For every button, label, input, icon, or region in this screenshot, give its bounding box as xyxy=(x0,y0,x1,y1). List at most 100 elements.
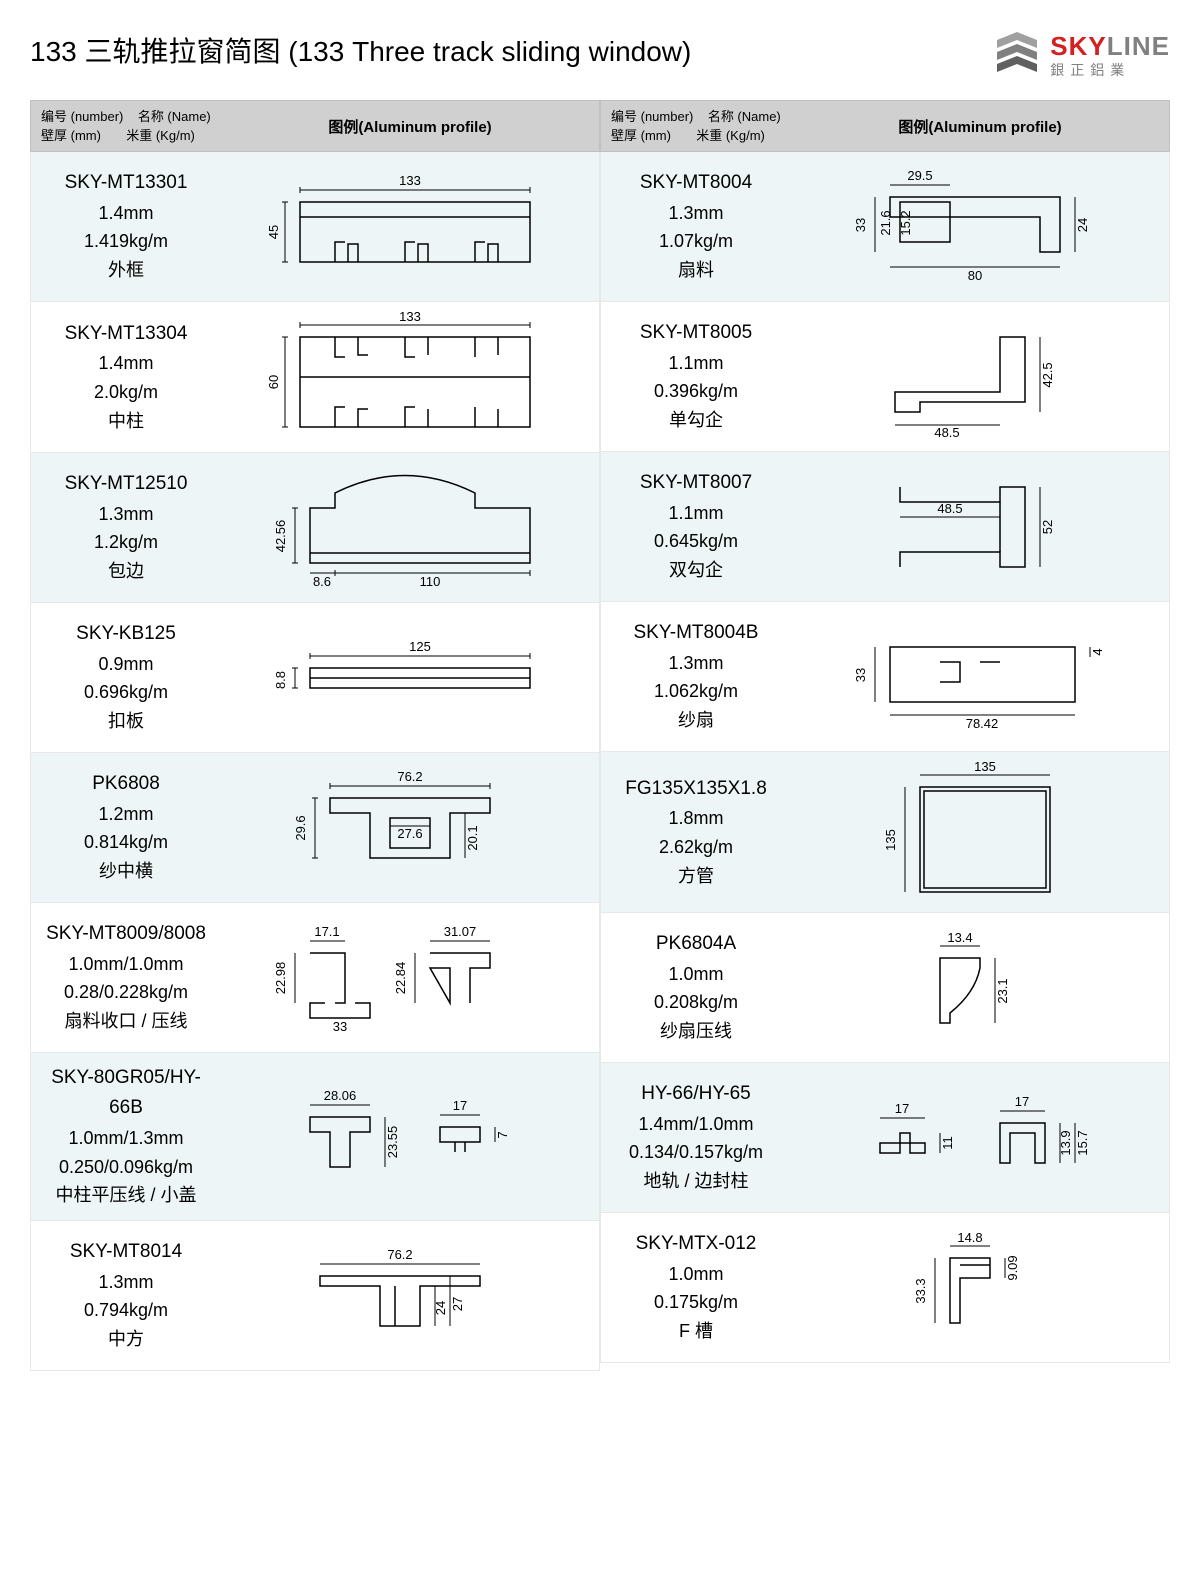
svg-text:8.6: 8.6 xyxy=(313,574,331,588)
profile-info: SKY-MT8004 1.3mm 1.07kg/m 扇料 xyxy=(601,152,791,301)
svg-text:29.5: 29.5 xyxy=(907,168,932,183)
profile-diagram: 33 4 78.42 xyxy=(791,602,1169,751)
left-column: 编号 (number) 名称 (Name) 壁厚 (mm) 米重 (Kg/m) … xyxy=(30,100,600,1371)
profile-diagram: 135 135 xyxy=(791,752,1169,912)
table-row: SKY-MT13301 1.4mm 1.419kg/m 外框 xyxy=(30,152,600,302)
page-header: 133 三轨推拉窗简图 (133 Three track sliding win… xyxy=(30,30,1170,80)
svg-text:31.07: 31.07 xyxy=(444,924,477,939)
profile-info: PK6804A 1.0mm 0.208kg/m 纱扇压线 xyxy=(601,913,791,1062)
logo-icon xyxy=(992,30,1042,80)
table-row: SKY-80GR05/HY-66B 1.0mm/1.3mm 0.250/0.09… xyxy=(30,1053,600,1221)
svg-text:23.1: 23.1 xyxy=(995,978,1010,1003)
svg-text:29.6: 29.6 xyxy=(293,815,308,840)
table-row: FG135X135X1.8 1.8mm 2.62kg/m 方管 135 xyxy=(600,752,1170,913)
svg-text:78.42: 78.42 xyxy=(966,716,999,731)
svg-text:52: 52 xyxy=(1040,519,1055,533)
svg-text:27: 27 xyxy=(450,1296,465,1310)
svg-text:33: 33 xyxy=(853,667,868,681)
svg-text:14.8: 14.8 xyxy=(957,1233,982,1245)
svg-text:17: 17 xyxy=(895,1101,909,1116)
svg-text:135: 135 xyxy=(974,762,996,774)
catalog-grid: 编号 (number) 名称 (Name) 壁厚 (mm) 米重 (Kg/m) … xyxy=(30,100,1170,1371)
profile-info: SKY-MT13301 1.4mm 1.419kg/m 外框 xyxy=(31,152,221,301)
profile-info: SKY-MTX-012 1.0mm 0.175kg/m F 槽 xyxy=(601,1213,791,1362)
svg-text:125: 125 xyxy=(409,639,431,654)
svg-text:48.5: 48.5 xyxy=(934,425,959,437)
table-row: SKY-KB125 0.9mm 0.696kg/m 扣板 xyxy=(30,603,600,753)
profile-diagram: 133 60 xyxy=(221,302,599,452)
svg-text:76.2: 76.2 xyxy=(397,769,422,784)
svg-text:80: 80 xyxy=(968,268,982,283)
brand-logo: SKYLINE 銀正鋁業 xyxy=(992,30,1170,80)
svg-text:48.5: 48.5 xyxy=(937,501,962,516)
table-row: PK6804A 1.0mm 0.208kg/m 纱扇压线 13.4 23.1 xyxy=(600,913,1170,1063)
svg-text:42.56: 42.56 xyxy=(273,519,288,552)
svg-text:24: 24 xyxy=(1075,217,1090,231)
profile-diagram: 29.5 33 24 80 21.6 15.2 xyxy=(791,152,1169,301)
table-row: PK6808 1.2mm 0.814kg/m 纱中横 xyxy=(30,753,600,903)
right-column: 编号 (number) 名称 (Name) 壁厚 (mm) 米重 (Kg/m) … xyxy=(600,100,1170,1371)
table-row: SKY-MT8014 1.3mm 0.794kg/m 中方 xyxy=(30,1221,600,1371)
table-header: 编号 (number) 名称 (Name) 壁厚 (mm) 米重 (Kg/m) … xyxy=(30,100,600,152)
profile-diagram: 48.5 52 xyxy=(791,452,1169,601)
profile-diagram: 76.2 29.6 27.6 20.1 xyxy=(221,753,599,902)
profile-diagram: 42.56 110 8.6 xyxy=(221,453,599,602)
svg-text:17.1: 17.1 xyxy=(314,924,339,939)
svg-text:23.55: 23.55 xyxy=(385,1125,400,1158)
svg-text:17: 17 xyxy=(1015,1094,1029,1109)
table-row: SKY-MT8005 1.1mm 0.396kg/m 单勾企 42.5 48.5 xyxy=(600,302,1170,452)
profile-info: SKY-MT8014 1.3mm 0.794kg/m 中方 xyxy=(31,1221,221,1370)
svg-text:22.84: 22.84 xyxy=(393,961,408,994)
profile-info: SKY-80GR05/HY-66B 1.0mm/1.3mm 0.250/0.09… xyxy=(31,1053,221,1220)
svg-text:42.5: 42.5 xyxy=(1040,362,1055,387)
svg-text:22.98: 22.98 xyxy=(273,961,288,994)
svg-text:4: 4 xyxy=(1090,648,1105,655)
page-title: 133 三轨推拉窗简图 (133 Three track sliding win… xyxy=(30,30,691,70)
svg-text:60: 60 xyxy=(266,375,281,389)
svg-text:17: 17 xyxy=(453,1098,467,1113)
table-row: SKY-MT8004 1.3mm 1.07kg/m 扇料 xyxy=(600,152,1170,302)
profile-diagram: 42.5 48.5 xyxy=(791,302,1169,451)
svg-text:8.8: 8.8 xyxy=(273,670,288,688)
profile-info: SKY-MT8005 1.1mm 0.396kg/m 单勾企 xyxy=(601,302,791,451)
svg-text:110: 110 xyxy=(420,574,441,588)
profile-diagram: 17.1 22.98 33 31.07 22.84 xyxy=(221,903,599,1052)
table-row: SKY-MT13304 1.4mm 2.0kg/m 中柱 xyxy=(30,302,600,453)
svg-text:15.2: 15.2 xyxy=(898,210,913,235)
svg-text:135: 135 xyxy=(883,829,898,851)
profile-info: SKY-MT13304 1.4mm 2.0kg/m 中柱 xyxy=(31,302,221,452)
profile-diagram: 125 8.8 xyxy=(221,603,599,752)
profile-info: HY-66/HY-65 1.4mm/1.0mm 0.134/0.157kg/m … xyxy=(601,1063,791,1212)
svg-text:24: 24 xyxy=(433,1300,448,1314)
svg-text:28.06: 28.06 xyxy=(324,1088,357,1103)
svg-text:76.2: 76.2 xyxy=(387,1247,412,1262)
profile-diagram: 13.4 23.1 xyxy=(791,913,1169,1062)
svg-text:33: 33 xyxy=(333,1019,347,1033)
svg-text:33: 33 xyxy=(853,217,868,231)
profile-diagram: 133 45 xyxy=(221,152,599,301)
profile-info: PK6808 1.2mm 0.814kg/m 纱中横 xyxy=(31,753,221,902)
logo-subtitle: 銀正鋁業 xyxy=(1050,60,1170,80)
profile-diagram: 28.06 23.55 17 7 xyxy=(221,1053,599,1220)
svg-text:20.1: 20.1 xyxy=(465,825,480,850)
profile-info: SKY-MT8009/8008 1.0mm/1.0mm 0.28/0.228kg… xyxy=(31,903,221,1052)
svg-text:45: 45 xyxy=(266,224,281,238)
svg-text:13.4: 13.4 xyxy=(947,933,972,945)
profile-diagram: 14.8 33.3 9.09 xyxy=(791,1213,1169,1362)
table-row: SKY-MT8004B 1.3mm 1.062kg/m 纱扇 xyxy=(600,602,1170,752)
table-row: HY-66/HY-65 1.4mm/1.0mm 0.134/0.157kg/m … xyxy=(600,1063,1170,1213)
profile-info: SKY-KB125 0.9mm 0.696kg/m 扣板 xyxy=(31,603,221,752)
svg-text:15.7: 15.7 xyxy=(1075,1130,1090,1155)
svg-text:33.3: 33.3 xyxy=(913,1278,928,1303)
svg-text:7: 7 xyxy=(495,1131,510,1138)
profile-info: SKY-MT8004B 1.3mm 1.062kg/m 纱扇 xyxy=(601,602,791,751)
table-row: SKY-MTX-012 1.0mm 0.175kg/m F 槽 14.8 xyxy=(600,1213,1170,1363)
profile-info: SKY-MT12510 1.3mm 1.2kg/m 包边 xyxy=(31,453,221,602)
svg-text:21.6: 21.6 xyxy=(878,210,893,235)
svg-text:13.9: 13.9 xyxy=(1058,1130,1073,1155)
profile-info: FG135X135X1.8 1.8mm 2.62kg/m 方管 xyxy=(601,752,791,912)
profile-info: SKY-MT8007 1.1mm 0.645kg/m 双勾企 xyxy=(601,452,791,601)
profile-diagram: 17 11 17 13.9 15.7 xyxy=(791,1063,1169,1212)
table-row: SKY-MT8007 1.1mm 0.645kg/m 双勾企 48.5 xyxy=(600,452,1170,602)
svg-text:11: 11 xyxy=(940,1136,955,1150)
